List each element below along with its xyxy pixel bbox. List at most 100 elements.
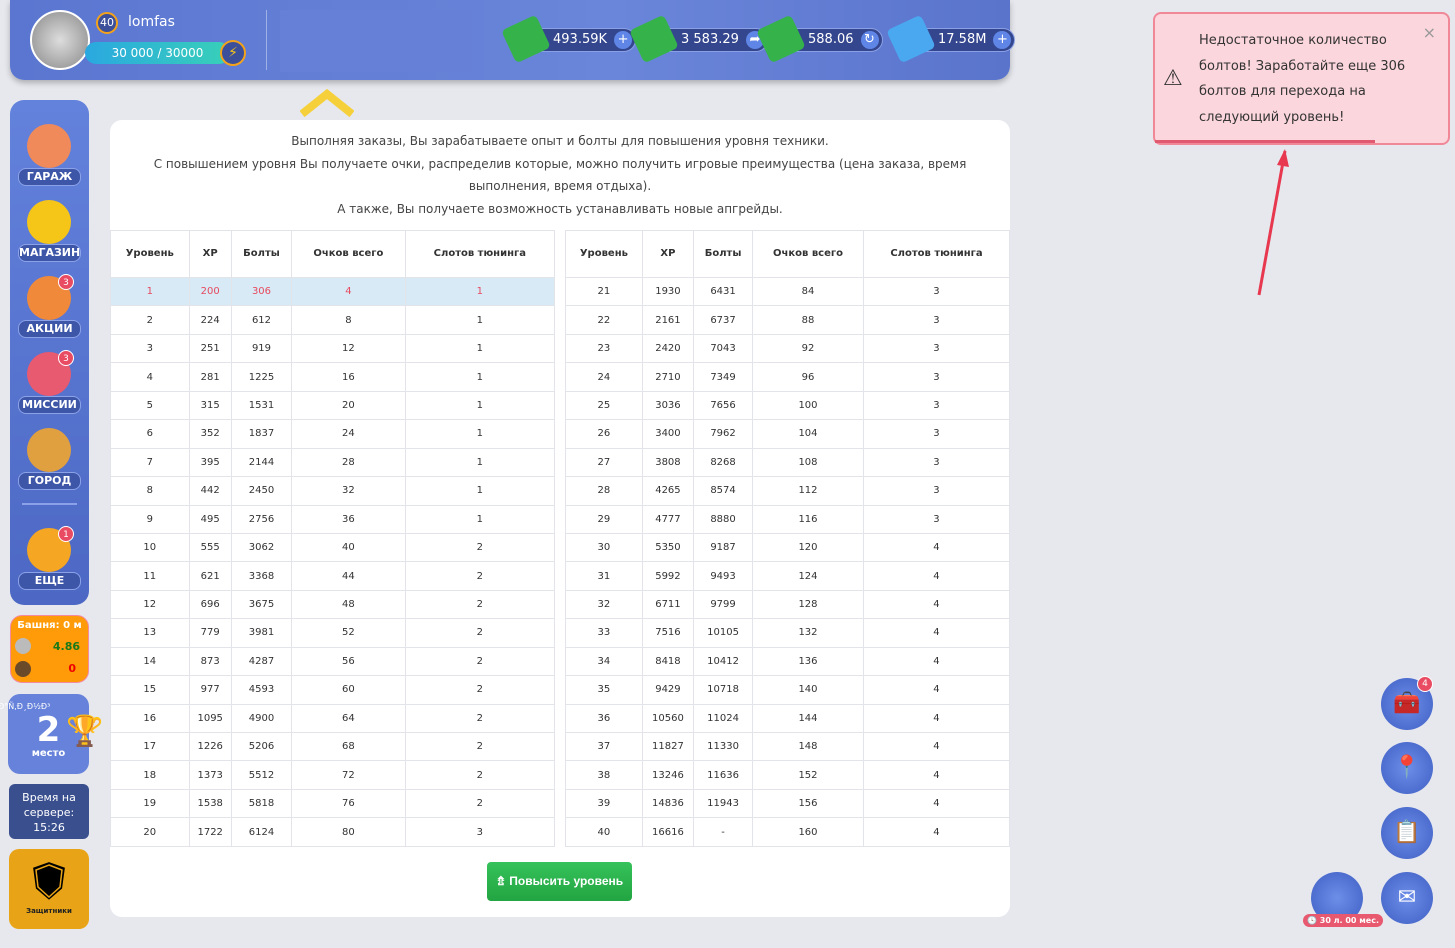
timer-text: 30 л. 00 мес. xyxy=(1319,916,1380,925)
rating-widget[interactable]: Ð°Ñ‚Ð¸Ð½Ð³ 🏆 2 место xyxy=(0,694,103,774)
sidebar-item-2[interactable]: МАГАЗИН xyxy=(10,198,89,270)
table-cell: 24 xyxy=(291,419,406,449)
table-cell: 2420 xyxy=(641,333,695,364)
table-cell: 72 xyxy=(291,760,406,790)
table-cell: 1837 xyxy=(230,419,293,449)
table-cell: 1531 xyxy=(230,390,293,421)
banner-area xyxy=(280,10,472,72)
table-cell: 8 xyxy=(291,305,406,335)
table-row: 9 495 2756 36 1 xyxy=(110,504,556,534)
currency-refresh-button[interactable]: ↻ xyxy=(860,31,879,49)
notification-toast: ⚠ × Недостаточное количество болтов! Зар… xyxy=(1153,12,1450,145)
upgrade-level-button[interactable]: ⇯ Повысить уровень xyxy=(487,862,632,901)
table-row: 30 5350 9187 120 4 xyxy=(565,532,1011,563)
table-cell: 128 xyxy=(751,589,864,620)
table-cell: 1226 xyxy=(188,731,232,762)
table-cell: 4777 xyxy=(641,504,695,534)
table-cell: 32 xyxy=(565,589,643,620)
defenders-button[interactable]: Защитники xyxy=(9,849,89,929)
chevron-up-icon[interactable] xyxy=(300,88,354,118)
table-cell: 7656 xyxy=(693,390,753,421)
table-row: 16 1095 4900 64 2 xyxy=(110,703,556,734)
tower-widget[interactable]: Башня: 0 м 4.86 0 xyxy=(10,615,89,683)
sidebar-item-4[interactable]: 3 МИССИИ xyxy=(10,350,89,422)
table-cell: 224 xyxy=(188,305,232,335)
cash-wheel-icon xyxy=(756,14,806,64)
table-cell: 4 xyxy=(862,618,1011,648)
avatar[interactable] xyxy=(30,10,90,70)
table-cell: 7516 xyxy=(641,618,695,648)
level-badge: 40 xyxy=(96,12,118,34)
table-cell: 3808 xyxy=(641,447,695,478)
table-cell: 11636 xyxy=(693,760,753,790)
level-panel: Выполняя заказы, Вы зарабатываете опыт и… xyxy=(110,120,1011,917)
table-cell: 612 xyxy=(230,305,293,335)
table-row: 27 3808 8268 108 3 xyxy=(565,447,1011,478)
tower-value-1: 4.86 xyxy=(52,640,80,653)
table-cell: 4 xyxy=(862,760,1011,790)
table-cell: 14836 xyxy=(641,788,695,819)
table-cell: 60 xyxy=(291,675,406,705)
table-row: 1 200 306 4 1 xyxy=(110,276,556,307)
sidebar-item-1[interactable]: ГАРАЖ xyxy=(10,122,89,194)
mail-button[interactable]: ✉ xyxy=(1381,872,1433,924)
shield-icon xyxy=(30,859,68,903)
table-cell: 2 xyxy=(404,532,556,563)
map-button[interactable]: 📍 xyxy=(1381,742,1433,794)
table-cell: 3 xyxy=(862,390,1011,421)
table-cell: 779 xyxy=(188,618,232,648)
table-cell: 10412 xyxy=(693,646,753,677)
table-cell: 3 xyxy=(862,305,1011,335)
table-cell: 64 xyxy=(291,703,406,734)
table-row: 34 8418 10412 136 4 xyxy=(565,646,1011,677)
energy-bolt-icon[interactable]: ⚡ xyxy=(220,40,246,66)
currency-plus-button[interactable]: + xyxy=(614,31,633,49)
table-cell: 1 xyxy=(404,476,556,506)
table-cell: 33 xyxy=(565,618,643,648)
table-cell: 3 xyxy=(404,817,556,847)
table-cell: 3 xyxy=(862,362,1011,392)
table-cell: 4 xyxy=(862,817,1011,847)
table-cell: 8268 xyxy=(693,447,753,478)
table-cell: 20 xyxy=(110,817,190,847)
table-cell: 315 xyxy=(188,390,232,421)
trophy-icon: 🏆 xyxy=(66,714,104,749)
table-cell: 5992 xyxy=(641,561,695,591)
map-pin-icon: 📍 xyxy=(1393,755,1421,780)
table-cell: 11943 xyxy=(693,788,753,819)
table-cell: 17 xyxy=(110,731,190,762)
column-header: Болты xyxy=(693,230,753,278)
table-row: 20 1722 6124 80 3 xyxy=(110,817,556,847)
table-cell: 6737 xyxy=(693,305,753,335)
table-cell: 3368 xyxy=(230,561,293,591)
table-cell: 4900 xyxy=(230,703,293,734)
table-cell: 3981 xyxy=(230,618,293,648)
table-cell: 1095 xyxy=(188,703,232,734)
notes-button[interactable]: 📋 xyxy=(1381,807,1433,859)
table-cell: 12 xyxy=(291,333,406,364)
table-cell: 1722 xyxy=(188,817,232,847)
currency-plus-button[interactable]: + xyxy=(993,31,1012,49)
table-cell: 1 xyxy=(404,504,556,534)
table-cell: 919 xyxy=(230,333,293,364)
table-cell: 25 xyxy=(565,390,643,421)
table-cell: 3675 xyxy=(230,589,293,620)
table-cell: 6711 xyxy=(641,589,695,620)
table-cell: 68 xyxy=(291,731,406,762)
sidebar-item-5[interactable]: ГОРОД xyxy=(10,426,89,498)
table-row: 39 14836 11943 156 4 xyxy=(565,788,1011,819)
table-cell: 148 xyxy=(751,731,864,762)
table-cell: 3400 xyxy=(641,419,695,449)
sidebar-item-6[interactable]: 1 ЕЩЕ xyxy=(10,526,89,598)
column-header: Уровень xyxy=(110,230,190,278)
username: lomfas xyxy=(128,14,175,30)
table-cell: 306 xyxy=(230,276,293,307)
table-cell: 2756 xyxy=(230,504,293,534)
close-icon[interactable]: × xyxy=(1422,23,1436,42)
table-cell: 1 xyxy=(110,276,190,307)
table-cell: 40 xyxy=(565,817,643,847)
server-time-value: 15:26 xyxy=(33,821,65,834)
table-row: 24 2710 7349 96 3 xyxy=(565,362,1011,392)
tasks-button[interactable]: 🧰 4 xyxy=(1381,676,1433,730)
sidebar-item-3[interactable]: 3 АКЦИИ xyxy=(10,274,89,346)
